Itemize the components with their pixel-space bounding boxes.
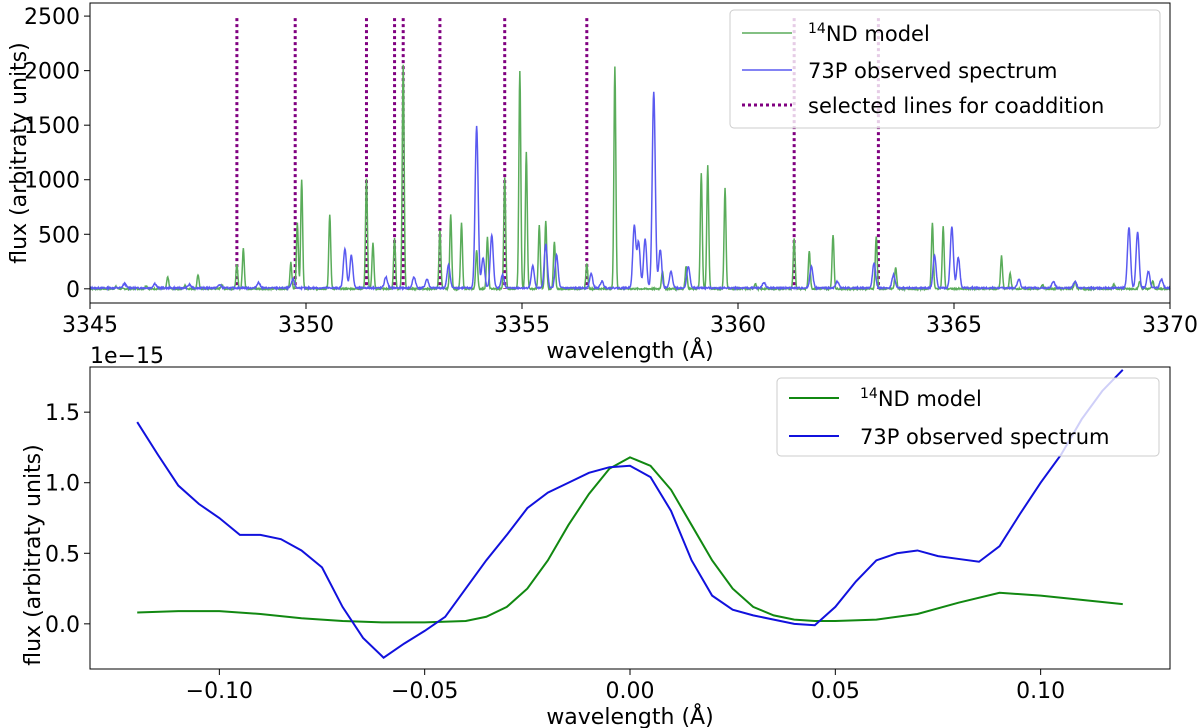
x-tick-label: 3345 xyxy=(62,313,118,338)
top-panel: 3345 3350 3355 3360 3365 3370 0 500 1000 1500 200… xyxy=(7,2,1198,364)
top-x-ticks: 3345 3350 3355 3360 3365 3370 xyxy=(62,303,1198,338)
y-tick-label: 1500 xyxy=(24,114,80,139)
top-legend-sup-model: 14 xyxy=(808,21,826,37)
bottom-plot-area xyxy=(136,369,1124,659)
bottom-y-ticks: 0.0 0.5 1.0 1.5 xyxy=(45,401,90,638)
y-tick-label: 2500 xyxy=(24,5,80,30)
y-tick-label: 1.5 xyxy=(45,401,80,426)
bottom-legend-text-model: ND model xyxy=(878,387,982,411)
x-tick-label: −0.05 xyxy=(391,679,458,704)
bottom-y-offset-text: 1e−15 xyxy=(90,344,164,369)
x-tick-label: 3360 xyxy=(710,313,766,338)
top-x-axis-label: wavelength (Å) xyxy=(546,337,713,364)
y-tick-label: 500 xyxy=(38,223,80,248)
x-tick-label: 3355 xyxy=(494,313,550,338)
bottom-x-axis-label: wavelength (Å) xyxy=(546,703,713,728)
bottom-legend-box xyxy=(776,377,1160,457)
y-tick-label: 1000 xyxy=(24,169,80,194)
top-legend-label-observed: 73P observed spectrum xyxy=(808,59,1057,83)
top-y-ticks: 0 500 1000 1500 2000 2500 xyxy=(24,5,90,303)
top-legend-text-model: ND model xyxy=(826,22,930,46)
y-tick-label: 0.0 xyxy=(45,613,80,638)
observed-spectrum-line xyxy=(136,369,1124,659)
top-legend-label-model: 14ND model xyxy=(808,21,930,46)
bottom-legend-sup-model: 14 xyxy=(860,386,878,402)
x-tick-label: 3350 xyxy=(278,313,334,338)
x-tick-label: 0.00 xyxy=(606,679,655,704)
observed-spectrum-line xyxy=(89,91,1171,292)
bottom-legend-label-model: 14ND model xyxy=(860,386,982,411)
bottom-legend: 14ND model 73P observed spectrum xyxy=(776,377,1160,457)
bottom-x-ticks: −0.10 −0.05 0.00 0.05 0.10 xyxy=(186,669,1065,704)
top-plot-area xyxy=(89,18,1171,293)
x-tick-label: 0.10 xyxy=(1016,679,1065,704)
y-tick-label: 0 xyxy=(66,278,80,303)
top-axes-frame xyxy=(89,2,1171,304)
x-tick-label: −0.10 xyxy=(186,679,253,704)
x-tick-label: 0.05 xyxy=(811,679,860,704)
bottom-y-axis-label: flux (arbitraty units) xyxy=(21,444,46,665)
top-legend-label-selected: selected lines for coaddition xyxy=(808,94,1104,118)
y-tick-label: 2000 xyxy=(24,60,80,85)
top-y-axis-label: flux (arbitraty units) xyxy=(7,42,32,263)
bottom-panel: 1e−15 −0.10 −0.05 0.00 0.05 0.10 0.0 0.5 1.0 1.… xyxy=(21,344,1171,728)
top-legend-box xyxy=(729,9,1161,129)
x-tick-label: 3365 xyxy=(926,313,982,338)
bottom-legend-label-observed: 73P observed spectrum xyxy=(860,425,1109,449)
top-legend: 14ND model 73P observed spectrum selecte… xyxy=(729,9,1161,129)
y-tick-label: 1.0 xyxy=(45,472,80,497)
nd-model-line xyxy=(137,456,1123,624)
x-tick-label: 3370 xyxy=(1142,313,1198,338)
y-tick-label: 0.5 xyxy=(45,542,80,567)
